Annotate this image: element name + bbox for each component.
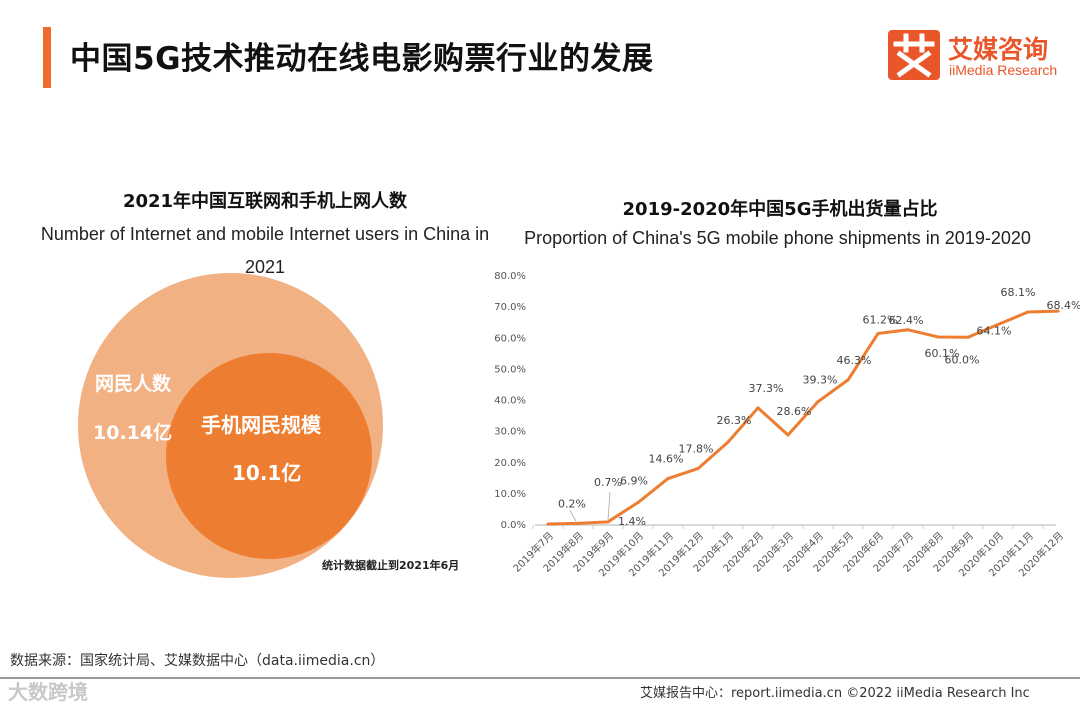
data-point [786,433,790,437]
data-label: 17.8% [679,443,714,456]
data-point [846,378,850,382]
page-title: 中国5G技术推动在线电影购票行业的发展 [70,41,654,77]
data-label: 60.1% [925,347,960,360]
y-tick-label: 70.0% [494,302,526,313]
data-label: 28.6% [777,405,812,418]
data-label: 62.4% [889,314,924,327]
outer-circle-value: 10.14亿 [93,422,173,444]
leader-line [569,510,577,522]
title-accent-bar [43,27,51,88]
venn-note: 统计数据截止到2021年6月 [322,559,460,572]
logo-text-en: iiMedia Research [949,62,1058,78]
data-label: 61.2% [863,314,898,327]
data-point [816,400,820,404]
series-line [547,309,1059,526]
y-tick-label: 60.0% [494,333,526,344]
data-point [1056,309,1060,313]
y-tick-label: 20.0% [494,458,526,469]
venn-title: 2021年中国互联网和手机上网人数 [122,191,408,212]
data-label: 14.6% [649,453,684,466]
chart-title: 2019-2020年中国5G手机出货量占比 [622,199,938,220]
data-point [1026,310,1030,314]
data-label: 0.7% [594,476,622,489]
y-tick-label: 80.0% [494,271,526,282]
data-point [936,335,940,339]
y-tick-label: 10.0% [494,489,526,500]
data-label: 46.3% [837,354,872,367]
data-point [576,521,580,525]
mobile-users-circle [166,353,372,559]
y-tick-label: 30.0% [494,427,526,438]
y-tick-label: 40.0% [494,396,526,407]
data-label: 60.0% [945,353,980,366]
leader-line [607,491,611,520]
data-point [546,522,550,526]
logo-icon [888,30,940,80]
data-label: 68.4% [1047,299,1080,312]
data-point [636,501,640,505]
footer-divider [0,677,1080,679]
watermark-text: 大数跨境 [8,680,88,704]
inner-circle-value: 10.1亿 [232,461,302,485]
data-label: 68.1% [1001,286,1036,299]
data-source: 数据来源：国家统计局、艾媒数据中心（data.iimedia.cn） [10,653,385,669]
data-label: 26.3% [717,414,752,427]
inner-circle-label: 手机网民规模 [201,413,321,437]
data-label-extra: 1.4% [618,515,646,528]
data-label: 6.9% [620,475,648,488]
data-label: 39.3% [803,374,838,387]
chart-subtitle: Proportion of China's 5G mobile phone sh… [524,228,1031,248]
y-tick-label: 0.0% [501,520,526,531]
outer-circle-label: 网民人数 [95,373,172,395]
data-label: 37.3% [749,382,784,395]
data-point [996,322,1000,326]
data-point [606,520,610,524]
logo-text-cn: 艾媒咨询 [948,35,1049,64]
data-point [756,406,760,410]
data-point [726,440,730,444]
data-point [696,467,700,471]
y-tick-label: 50.0% [494,364,526,375]
footer-credit: 艾媒报告中心：report.iimedia.cn ©2022 iiMedia R… [640,686,1030,701]
data-point [876,332,880,336]
data-label: 64.1% [977,324,1012,337]
data-point [966,335,970,339]
data-label: 0.2% [558,497,586,510]
data-point [666,477,670,481]
data-point [906,328,910,332]
venn-subtitle: Number of Internet and mobile Internet u… [40,224,490,277]
